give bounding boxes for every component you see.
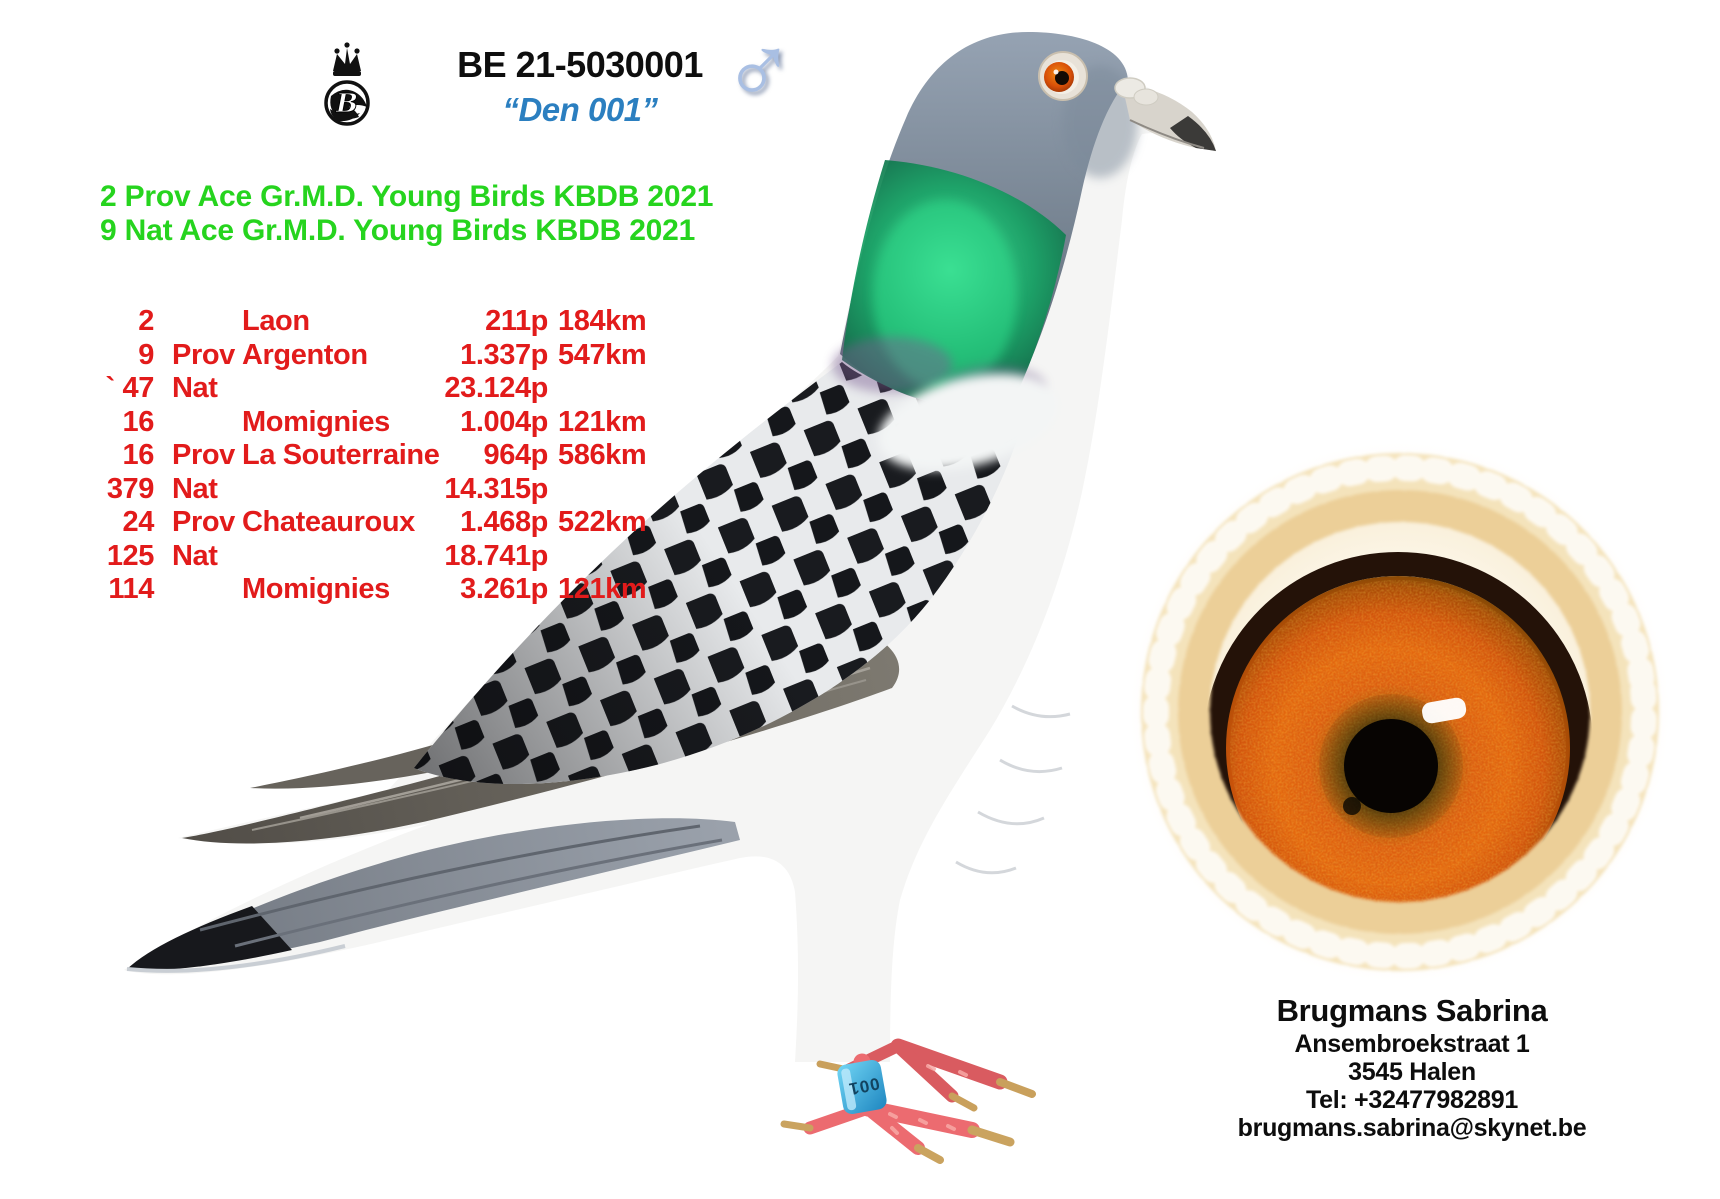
result-level: Nat	[172, 539, 218, 572]
result-points: 23.124p	[444, 372, 548, 405]
eye-highlight	[1422, 697, 1467, 724]
result-distance: 184km	[558, 305, 647, 338]
result-row: 16 Prov La Souterraine 964p 586km	[86, 439, 647, 473]
pigeon-feet	[780, 1038, 1036, 1164]
result-level: Nat	[172, 372, 218, 405]
eye-pupil	[1344, 719, 1438, 813]
result-place: Momignies	[242, 573, 390, 606]
result-place: La Souterraine	[242, 439, 440, 472]
achievement-line: 9 Nat Ace Gr.M.D. Young Birds KBDB 2021	[100, 214, 696, 247]
result-rank: 125	[106, 539, 155, 572]
result-rank: 16	[122, 405, 155, 438]
shoulder-white-patch	[878, 373, 1058, 471]
result-row: ` 47 Nat 23.124p	[86, 372, 644, 406]
result-level: Nat	[172, 472, 218, 505]
result-rank: ` 47	[105, 372, 155, 405]
wing-shield-checkered	[414, 362, 1024, 785]
achievement-line: 2 Prov Ace Gr.M.D. Young Birds KBDB 2021	[100, 180, 714, 213]
flank-feather-shading	[955, 704, 1071, 875]
neck-iridescence	[832, 160, 1066, 408]
logo-bird-icon	[330, 89, 367, 119]
result-place: Argenton	[242, 338, 368, 371]
result-distance: 547km	[558, 338, 647, 371]
pigeon-head-eye	[1038, 51, 1088, 101]
pigeon-beak	[1114, 77, 1216, 151]
result-rank: 16	[122, 439, 155, 472]
result-row: 114 Momignies 3.261p 121km	[86, 573, 647, 607]
result-level: Prov	[172, 506, 235, 539]
result-points: 18.741p	[444, 539, 548, 572]
result-rank: 9	[138, 338, 154, 371]
eye-cere-pearls	[1141, 453, 1659, 971]
result-row: 125 Nat 18.741p	[86, 540, 644, 574]
result-rank: 2	[138, 305, 154, 338]
result-points: 1.004p	[460, 405, 548, 438]
result-points: 1.337p	[460, 338, 548, 371]
contact-email: brugmans.sabrina@skynet.be	[1237, 1114, 1587, 1142]
result-rank: 24	[122, 506, 155, 539]
result-points: 211p	[485, 305, 548, 338]
logo-letter: B	[335, 89, 358, 119]
results-table: 2 Laon 211p 184km 9 Prov Argenton 1.337p…	[86, 305, 647, 607]
contact-phone: Tel: +32477982891	[1306, 1086, 1518, 1114]
result-row: 9 Prov Argenton 1.337p 547km	[86, 338, 647, 373]
pigeon-nickname: “Den 001”	[502, 91, 658, 128]
contact-block: Brugmans Sabrina Ansembroekstraat 1 3545…	[1162, 992, 1662, 1142]
header-title-block: BE 21-5030001 “Den 001”	[370, 44, 790, 129]
ring-number: BE 21-5030001	[457, 44, 703, 85]
result-distance: 121km	[558, 405, 647, 438]
pigeon-eye-closeup	[1128, 440, 1672, 984]
result-points: 3.261p	[460, 573, 548, 606]
result-distance: 121km	[558, 573, 647, 606]
leg-ring-band: 001	[837, 1059, 887, 1115]
kbdb-logo: B	[324, 42, 370, 126]
result-level: Prov	[172, 338, 235, 371]
result-distance: 522km	[558, 506, 647, 539]
contact-address2: 3545 Halen	[1348, 1058, 1476, 1086]
pigeon-photo: 001	[124, 32, 1216, 1164]
result-row: 2 Laon 211p 184km	[86, 305, 647, 339]
result-level: Prov	[172, 439, 235, 472]
result-points: 14.315p	[444, 472, 548, 505]
result-row: 379 Nat 14.315p	[86, 473, 644, 507]
result-rank: 114	[108, 573, 154, 606]
result-place: Momignies	[242, 405, 390, 438]
contact-address1: Ansembroekstraat 1	[1294, 1030, 1530, 1058]
result-rank: 379	[106, 472, 155, 505]
result-distance: 586km	[558, 439, 647, 472]
result-points: 964p	[483, 439, 549, 472]
pigeon-tail	[126, 818, 740, 973]
male-sex-icon: ♂	[722, 11, 796, 121]
fancier-name: Brugmans Sabrina	[1276, 993, 1548, 1028]
result-points: 1.468p	[460, 506, 548, 539]
result-row: 24 Prov Chateauroux 1.468p 522km	[86, 506, 647, 540]
result-place: Chateauroux	[242, 506, 415, 539]
result-row: 16 Momignies 1.004p 121km	[86, 405, 647, 440]
achievements-block: 2 Prov Ace Gr.M.D. Young Birds KBDB 2021…	[100, 180, 713, 248]
result-place: Laon	[242, 305, 310, 338]
